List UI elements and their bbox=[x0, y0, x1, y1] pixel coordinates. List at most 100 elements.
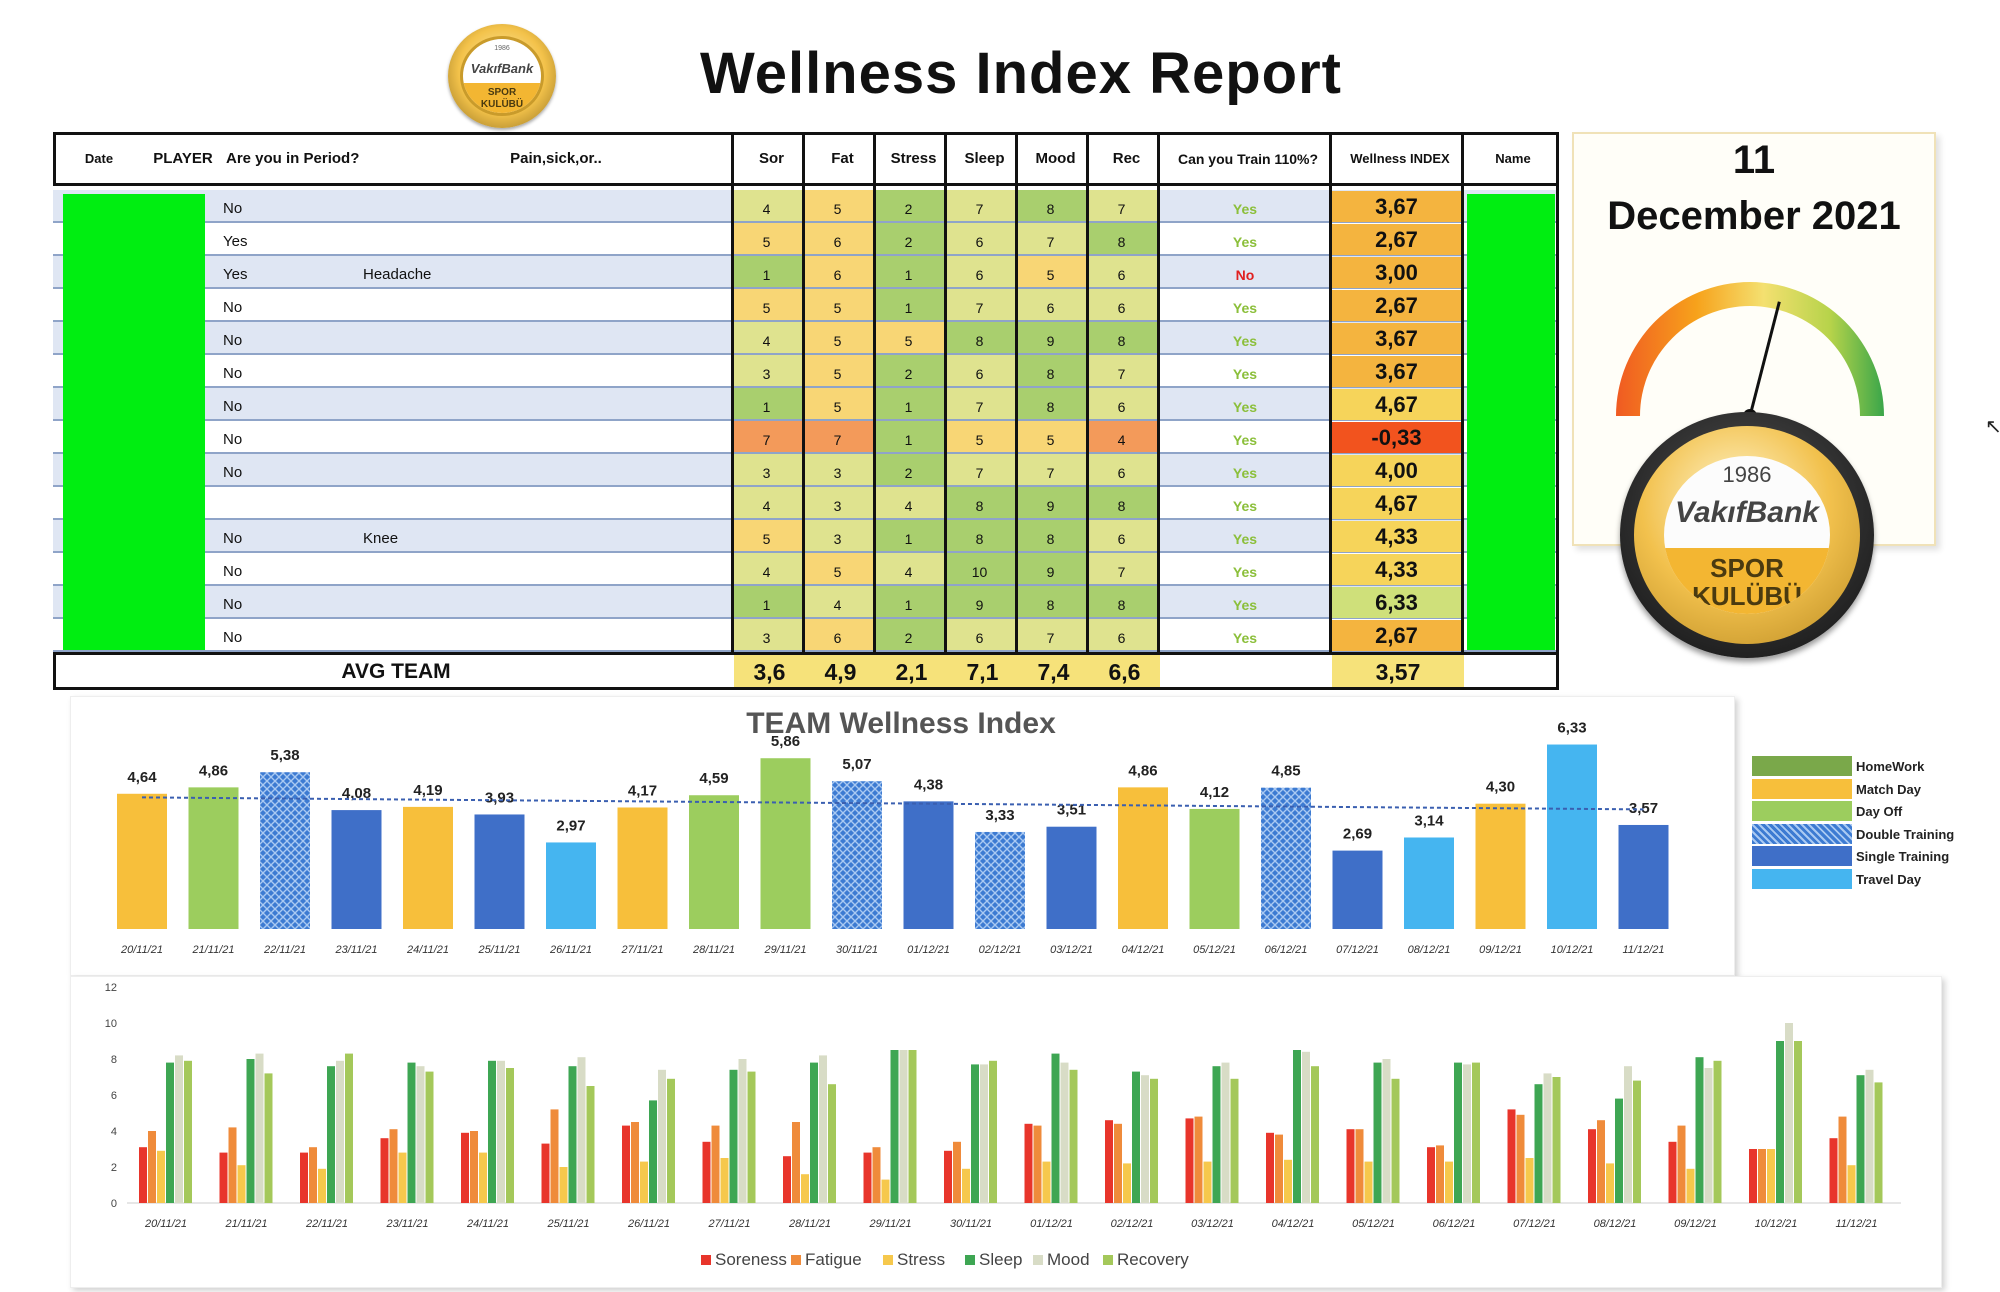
period-cell: No bbox=[223, 431, 243, 448]
period-cell: No bbox=[223, 200, 243, 217]
bar-02/12/21 bbox=[975, 831, 1025, 929]
logo-kulubu-text: KULÜBÜ bbox=[1692, 581, 1802, 611]
mood-cell: 7 bbox=[1015, 619, 1086, 650]
x-tick-label: 27/11/21 bbox=[707, 1218, 750, 1230]
train-cell: Yes bbox=[1232, 564, 1258, 580]
bar-soreness bbox=[783, 1156, 791, 1203]
divider bbox=[1461, 132, 1464, 690]
day-type-legend: HomeWork Match Day Day Off Double Training S… bbox=[1752, 756, 1992, 896]
period-cell: No bbox=[223, 530, 243, 547]
bar-05/12/21 bbox=[1189, 808, 1240, 929]
pain-cell: Headache bbox=[363, 266, 432, 283]
x-tick-label: 28/11/21 bbox=[788, 1218, 831, 1230]
pain-cell bbox=[363, 388, 483, 419]
bar-mood bbox=[416, 1066, 425, 1203]
stress-cell: 2 bbox=[873, 223, 944, 254]
bar-fatigue bbox=[953, 1141, 961, 1203]
bar-sleep bbox=[246, 1059, 255, 1203]
bar-sleep bbox=[810, 1062, 818, 1203]
date-month-year: December 2021 bbox=[1607, 194, 1901, 238]
bar-mood bbox=[497, 1060, 505, 1203]
x-tick-label: 22/11/21 bbox=[305, 1218, 348, 1230]
bar-fatigue bbox=[1033, 1125, 1042, 1203]
bar-recovery bbox=[586, 1086, 595, 1203]
sleep-cell: 8 bbox=[944, 487, 1015, 518]
mood-cell: 8 bbox=[1015, 520, 1086, 551]
rec-cell: 6 bbox=[1086, 454, 1157, 485]
avg-label: AVG TEAM bbox=[341, 660, 451, 683]
logo-spor: SPOR KULÜBÜ bbox=[463, 83, 541, 113]
x-tick-label: 01/12/21 bbox=[907, 944, 950, 956]
bar-value-label: 4,30 bbox=[1486, 779, 1515, 796]
logo-spor: SPOR KULÜBÜ bbox=[1664, 548, 1830, 614]
legend-swatch bbox=[1103, 1255, 1113, 1265]
divider bbox=[1086, 132, 1089, 690]
table-row: No Knee 5 3 1 8 8 6 Yes 4,33 bbox=[53, 520, 1559, 553]
rec-cell: 6 bbox=[1086, 256, 1157, 287]
bar-recovery bbox=[989, 1060, 997, 1203]
redacted-name-block bbox=[1467, 194, 1555, 650]
legend-swatch bbox=[1752, 801, 1852, 821]
table-row: No 7 7 1 5 5 4 Yes -0,33 bbox=[53, 421, 1559, 454]
bar-mood bbox=[175, 1055, 183, 1203]
x-tick-label: 07/12/21 bbox=[1336, 944, 1379, 956]
pain-cell bbox=[363, 619, 483, 650]
divider bbox=[53, 132, 56, 186]
table-row: No 1 5 1 7 8 6 Yes 4,67 bbox=[53, 388, 1559, 421]
legend-label: Mood bbox=[1047, 1250, 1090, 1269]
legend-swatch bbox=[1752, 778, 1852, 799]
mood-cell: 8 bbox=[1015, 586, 1086, 617]
bar-value-label: 5,86 bbox=[771, 733, 800, 750]
x-tick-label: 11/12/21 bbox=[1835, 1218, 1877, 1230]
mood-cell: 5 bbox=[1015, 421, 1086, 452]
fat-cell: 6 bbox=[802, 256, 873, 287]
x-tick-label: 01/12/21 bbox=[1030, 1218, 1073, 1230]
train-cell: Yes bbox=[1232, 630, 1258, 646]
bar-value-label: 4,86 bbox=[1128, 762, 1157, 779]
bar-fatigue bbox=[550, 1109, 559, 1203]
sor-cell: 3 bbox=[731, 355, 802, 386]
x-tick-label: 30/11/21 bbox=[836, 944, 878, 956]
bar-sleep bbox=[568, 1066, 577, 1203]
bar-09/12/21 bbox=[1475, 803, 1526, 929]
index-cell: 6,33 bbox=[1332, 587, 1461, 618]
bar-recovery bbox=[1633, 1080, 1641, 1203]
pain-cell bbox=[363, 289, 483, 320]
bar-stress bbox=[962, 1168, 970, 1203]
x-tick-label: 02/12/21 bbox=[979, 944, 1022, 956]
col-sleep: Sleep bbox=[964, 150, 1005, 167]
bar-recovery bbox=[1874, 1082, 1883, 1203]
bar-27/11/21 bbox=[617, 807, 668, 929]
stress-cell: 1 bbox=[873, 520, 944, 551]
bar-recovery bbox=[1472, 1062, 1480, 1203]
period-cell bbox=[223, 487, 303, 518]
bar-25/11/21 bbox=[474, 814, 525, 929]
bar-fatigue bbox=[309, 1147, 317, 1203]
x-tick-label: 10/12/21 bbox=[1755, 1218, 1798, 1230]
avg-sor: 3,6 bbox=[734, 655, 805, 687]
pain-cell bbox=[363, 553, 483, 584]
avg-index: 3,57 bbox=[1332, 655, 1464, 687]
bar-sleep bbox=[1212, 1066, 1221, 1203]
bar-soreness bbox=[702, 1141, 711, 1203]
x-tick-label: 06/12/21 bbox=[1433, 1218, 1476, 1230]
x-tick-label: 22/11/21 bbox=[263, 944, 306, 956]
pain-cell bbox=[363, 190, 483, 221]
gauge-needle bbox=[1748, 301, 1781, 417]
x-tick-label: 20/11/21 bbox=[144, 1218, 187, 1230]
sleep-cell: 7 bbox=[944, 454, 1015, 485]
bar-soreness bbox=[541, 1143, 550, 1203]
bar-recovery bbox=[1311, 1066, 1319, 1203]
bar-mood bbox=[255, 1053, 264, 1203]
stress-cell: 1 bbox=[873, 388, 944, 419]
rec-cell: 6 bbox=[1086, 520, 1157, 551]
bar-sleep bbox=[327, 1066, 335, 1203]
train-cell: Yes bbox=[1232, 234, 1258, 250]
period-cell: No bbox=[223, 332, 243, 349]
bar-mood bbox=[1463, 1064, 1471, 1203]
bar-sleep bbox=[488, 1060, 496, 1203]
bar-value-label: 3,93 bbox=[485, 789, 514, 806]
chart-title: TEAM Wellness Index bbox=[746, 707, 1056, 740]
bar-value-label: 3,33 bbox=[985, 807, 1014, 824]
bar-soreness bbox=[863, 1152, 872, 1203]
